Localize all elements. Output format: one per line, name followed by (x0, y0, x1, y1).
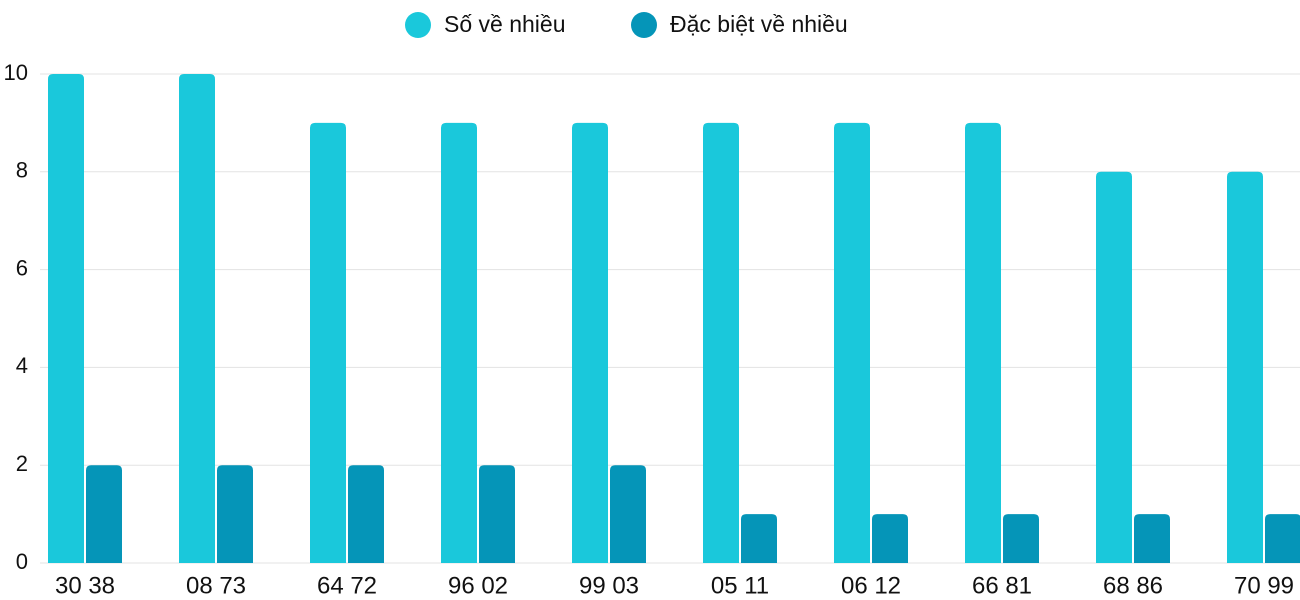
bar (834, 122, 870, 564)
x-tick-label: 30 38 (55, 572, 115, 599)
bar (1265, 514, 1300, 563)
bar (86, 465, 122, 563)
bar (48, 74, 84, 563)
bar (348, 465, 384, 563)
bar (572, 122, 608, 564)
bar (610, 465, 646, 563)
bar (1134, 514, 1170, 563)
x-tick-label: 06 12 (841, 572, 901, 599)
bar (179, 74, 215, 563)
bar (1096, 171, 1132, 564)
bar (872, 514, 908, 563)
y-tick-label: 0 (16, 549, 28, 574)
bar (217, 465, 253, 563)
x-tick-label: 08 73 (186, 572, 246, 599)
bar (310, 122, 346, 564)
y-tick-label: 4 (16, 353, 28, 378)
bar (703, 122, 739, 564)
x-tick-label: 70 99 (1234, 572, 1294, 599)
bar (1227, 171, 1263, 564)
bar (741, 514, 777, 563)
y-tick-label: 8 (16, 158, 28, 183)
y-tick-label: 2 (16, 451, 28, 476)
x-tick-label: 66 81 (972, 572, 1032, 599)
bar (965, 122, 1001, 564)
x-tick-label: 64 72 (317, 572, 377, 599)
legend-swatch (405, 12, 431, 38)
y-tick-label: 6 (16, 255, 28, 280)
legend-label: Số về nhiều (444, 11, 565, 37)
bar (1003, 514, 1039, 563)
bar (479, 465, 515, 563)
x-tick-label: 96 02 (448, 572, 508, 599)
bar (441, 122, 477, 564)
x-tick-label: 99 03 (579, 572, 639, 599)
legend-label: Đặc biệt về nhiều (670, 11, 848, 37)
y-tick-label: 10 (4, 60, 28, 85)
x-tick-label: 05 11 (711, 572, 769, 599)
legend-swatch (631, 12, 657, 38)
x-tick-label: 68 86 (1103, 572, 1163, 599)
